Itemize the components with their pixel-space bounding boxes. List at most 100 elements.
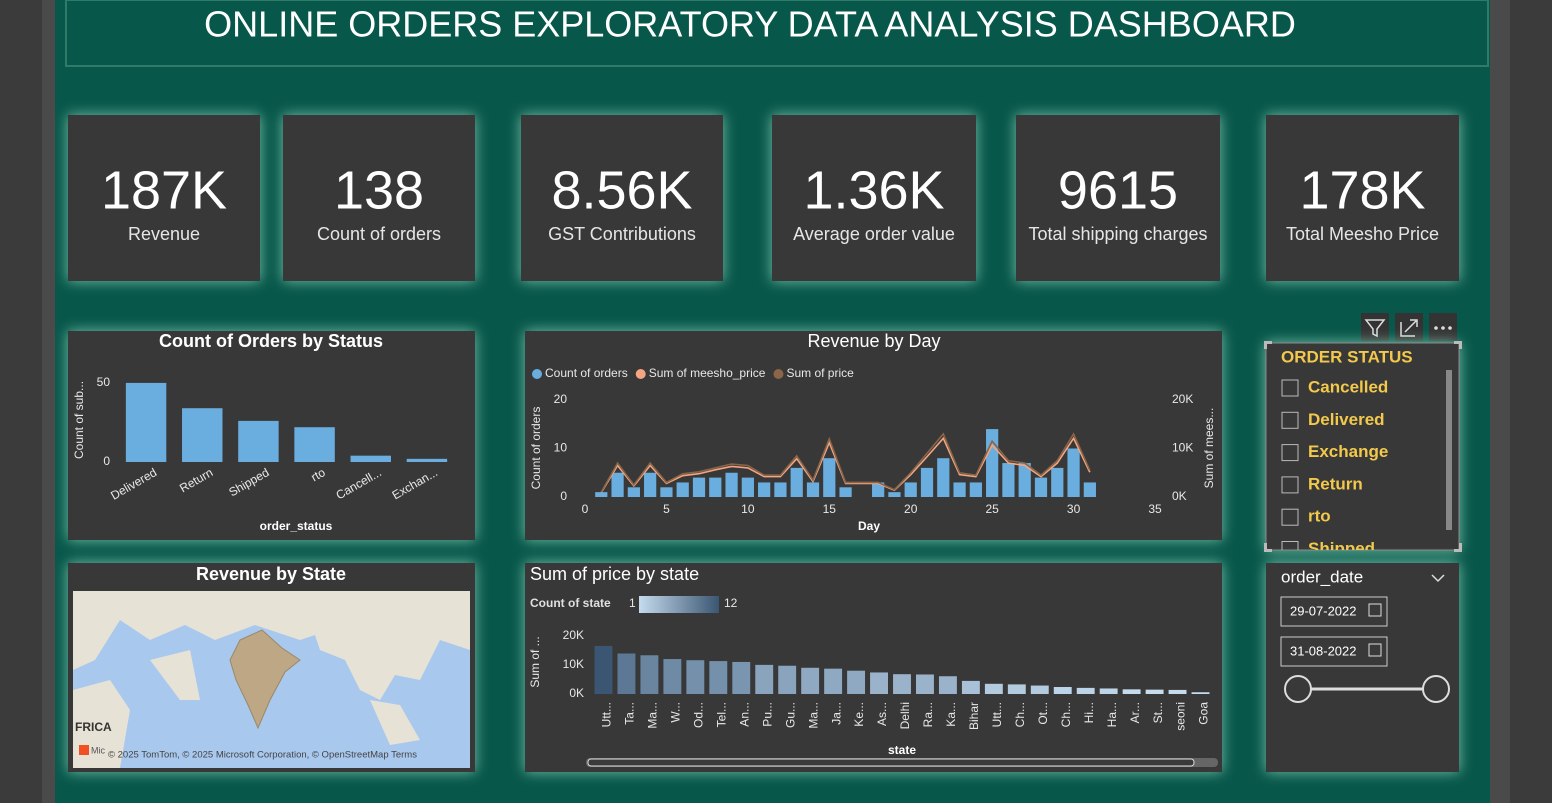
bar	[594, 645, 613, 694]
x-tick-label: Od...	[692, 702, 706, 728]
bar	[1034, 477, 1048, 497]
bar	[938, 676, 957, 694]
bar	[986, 429, 999, 497]
bar	[692, 477, 706, 497]
slicer-scrollbar[interactable]	[1446, 370, 1452, 530]
legend-label: Count of orders	[545, 366, 628, 380]
legend-label: Sum of meesho_price	[649, 366, 766, 380]
bar	[904, 482, 917, 497]
dashboard-title: ONLINE ORDERS EXPLORATORY DATA ANALYSIS …	[204, 4, 1296, 45]
card	[525, 331, 1222, 540]
kpi-value: 187K	[101, 160, 227, 220]
bar	[870, 672, 888, 694]
bar	[611, 472, 624, 497]
logo	[79, 745, 89, 755]
map-place: FRICA	[75, 720, 112, 734]
bar	[1030, 685, 1049, 694]
checkbox[interactable]	[1281, 411, 1299, 429]
kpi-label: Total Meesho Price	[1286, 224, 1439, 244]
end-date: 31-08-2022	[1290, 643, 1357, 658]
x-tick-label: Ka...	[944, 702, 958, 727]
line	[600, 436, 1091, 494]
bar	[790, 467, 803, 497]
bar	[709, 661, 728, 694]
bar	[350, 455, 391, 462]
more-glyph	[1434, 326, 1452, 330]
bar	[1099, 688, 1118, 694]
bar	[1053, 687, 1072, 694]
bar	[937, 458, 950, 497]
kpi-label: GST Contributions	[548, 224, 696, 244]
slicer-title: order_date	[1281, 567, 1363, 586]
x-tick-label: Ch...	[1059, 702, 1073, 727]
x-tick-label: 5	[663, 502, 670, 516]
x-tick-label: Ra...	[921, 702, 935, 727]
slicer-item: Shipped	[1308, 539, 1375, 558]
x-tick-label: 10	[741, 502, 755, 516]
kpi-value: 8.56K	[551, 160, 692, 220]
bar	[1018, 463, 1031, 497]
x-tick-label: Utt...	[600, 702, 614, 727]
slider-handle[interactable]	[1422, 675, 1450, 703]
x-tick-label: Utt...	[990, 702, 1004, 727]
slider-handle[interactable]	[1284, 675, 1312, 703]
checkbox[interactable]	[1281, 508, 1299, 526]
x-tick-label: Ch...	[1013, 702, 1027, 727]
slicer-title: ORDER STATUS	[1281, 347, 1413, 366]
x-tick-label: Gu...	[783, 702, 797, 728]
map-land	[150, 650, 200, 700]
map-land	[73, 591, 330, 670]
line	[600, 432, 1091, 493]
x-axis-label: state	[888, 743, 916, 757]
x-tick-label: W...	[669, 702, 683, 723]
kpi-card	[68, 115, 260, 281]
bar	[709, 477, 722, 497]
title-bar	[65, 0, 1489, 67]
bar	[872, 482, 885, 497]
chart-title: Revenue by Day	[807, 331, 940, 351]
scrollbar-thumb[interactable]	[587, 758, 1195, 767]
bar	[1122, 689, 1141, 694]
bar	[406, 458, 448, 462]
map	[73, 591, 470, 768]
bar	[732, 661, 751, 694]
x-tick-label: Bihar	[967, 702, 981, 730]
y-tick-label: 0	[103, 454, 110, 468]
bar	[1083, 482, 1096, 497]
bar	[1051, 467, 1064, 497]
chevron[interactable]	[1431, 574, 1445, 583]
kpi-value: 1.36K	[803, 160, 944, 220]
kpi-card	[283, 115, 475, 281]
bar	[660, 487, 673, 497]
map-land	[300, 591, 470, 700]
x-tick-label: Pu...	[760, 702, 774, 727]
kpi-label: Average order value	[793, 224, 955, 244]
kpi-card	[521, 115, 723, 281]
slicer-item: Cancelled	[1308, 377, 1388, 396]
bar	[801, 667, 820, 694]
bar	[1002, 463, 1015, 497]
y-tick-label: 50	[97, 375, 111, 389]
checkbox[interactable]	[1281, 476, 1299, 494]
bar	[741, 477, 754, 497]
filter-icon[interactable]	[1361, 313, 1389, 341]
start-date: 29-07-2022	[1290, 603, 1357, 618]
bar	[1168, 689, 1187, 694]
bar	[686, 660, 705, 694]
checkbox[interactable]	[1281, 541, 1299, 558]
y-axis-label: Sum of ...	[528, 636, 542, 687]
checkbox[interactable]	[1281, 444, 1299, 462]
x-axis-label: order_status	[260, 519, 333, 533]
y2-tick-label: 20K	[1172, 392, 1193, 406]
y2-tick-label: 10K	[1172, 441, 1193, 455]
bar	[778, 665, 797, 694]
x-tick-label: As...	[875, 702, 889, 726]
legend-marker	[773, 369, 784, 379]
legend-label: Sum of price	[786, 366, 854, 380]
bar	[676, 482, 689, 497]
bar	[1007, 684, 1026, 694]
x-tick-label: Ke...	[852, 702, 866, 727]
focus-glyph	[1400, 319, 1418, 337]
checkbox[interactable]	[1281, 379, 1299, 397]
legend-marker	[635, 369, 646, 379]
